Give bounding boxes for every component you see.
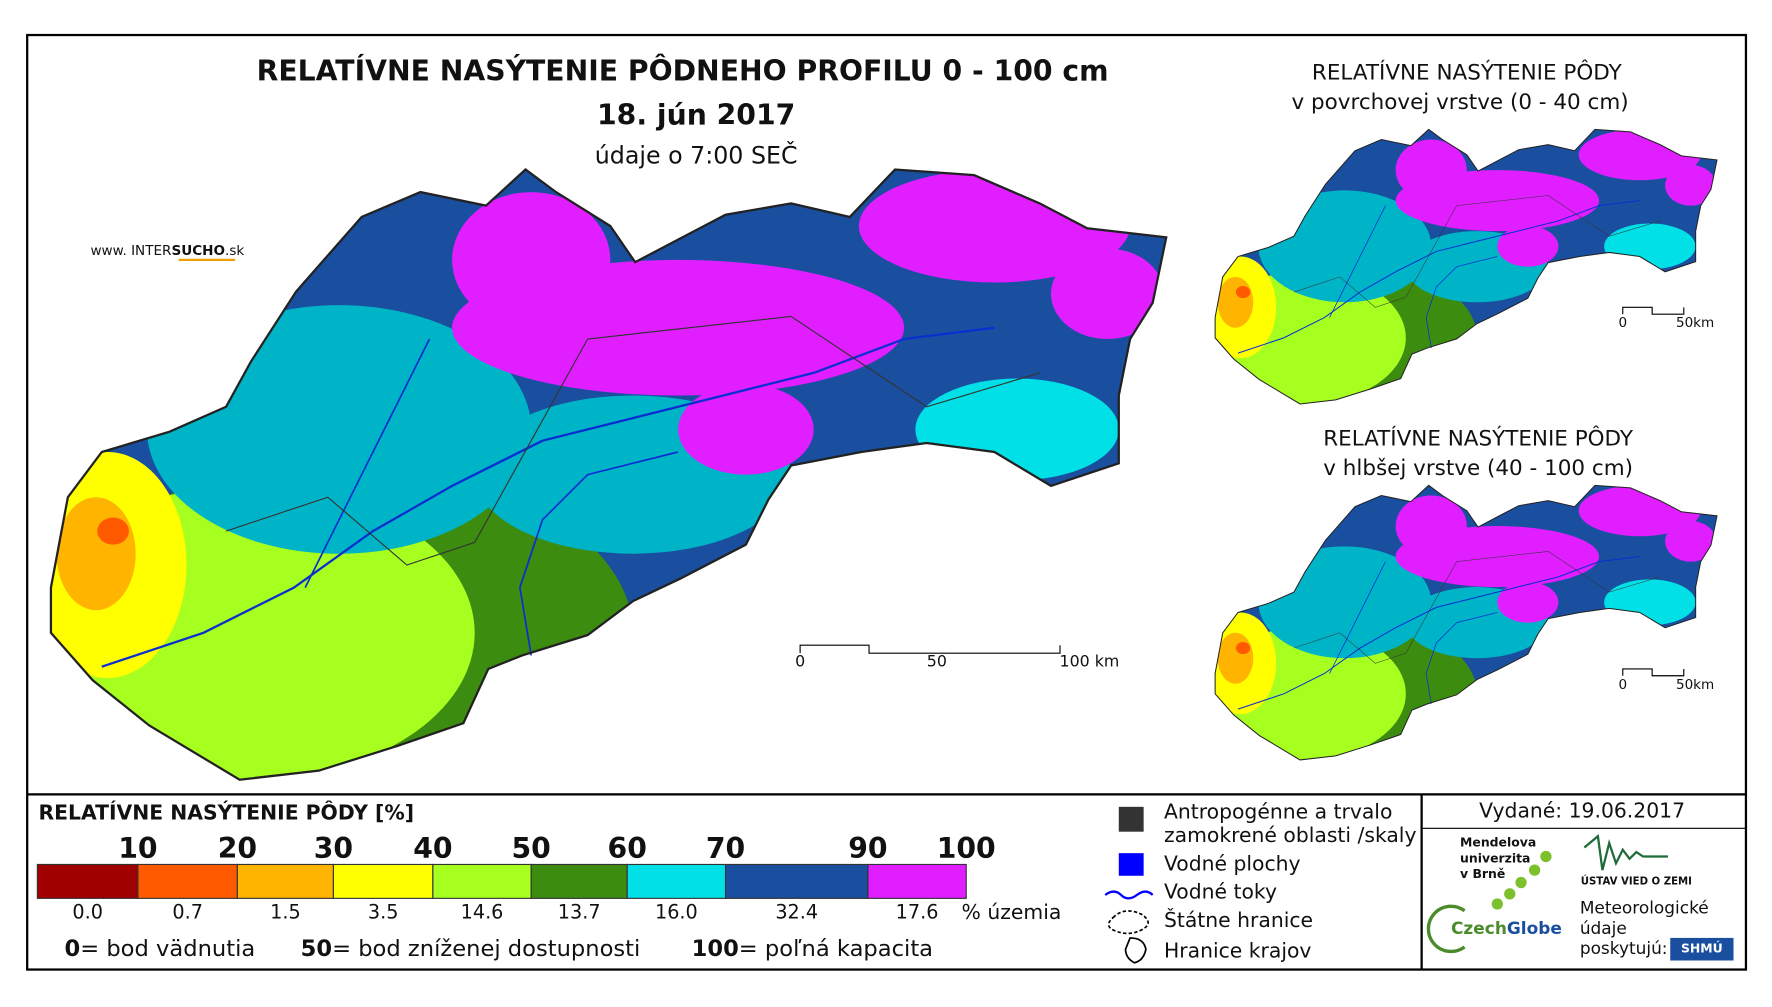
symbol-urban [1118,806,1144,832]
legend-notes: 0= bod vädnutia 50= bod zníženej dostupno… [64,936,933,962]
inset-title: RELATÍVNE NASÝTENIE PÔDY [1312,59,1623,85]
inset-title: v hlbšej vrstve (40 - 100 cm) [1323,456,1633,481]
legend-bound: 50 [512,832,551,865]
czechglobe: CzechGlobe [1451,918,1562,938]
symbol-label: Antropogénne a trvalo [1164,799,1392,823]
scale-label: 0 [1618,677,1627,693]
note: 100= poľná kapacita [692,936,933,962]
website: www. INTERSUCHO.sk [90,243,244,259]
note-key: 50 [301,936,332,962]
scale-bar [799,644,1061,654]
scale-label: 0 [1618,315,1627,331]
legend-bound: 20 [218,832,257,865]
scale-label: 50 [927,652,947,671]
legend-bound: 60 [608,832,647,865]
legend-share: 13.7 [558,901,601,924]
note: 50= bod zníženej dostupnosti [301,936,641,962]
note-text: = bod zníženej dostupnosti [332,936,640,962]
logo-seismo [1583,834,1668,871]
legend-swatch [867,863,967,899]
globe: Globe [1507,918,1562,938]
legend-share: 0.7 [172,901,203,924]
mendel: univerzita [1460,850,1530,865]
legend-swatch [236,863,334,899]
legend-bound: 100 [937,832,996,865]
legend-swatch [137,863,238,899]
website-part: .sk [225,243,244,259]
scale-label: 50km [1676,315,1714,331]
mendel: v Brně [1460,866,1505,881]
symbol-water [1118,853,1144,876]
note: 0= bod vädnutia [64,936,255,962]
symbol-label: zamokrené oblasti /skaly [1164,823,1417,847]
legend-share: 0.0 [72,901,103,924]
legend-swatch [36,863,139,899]
logo-arc [1426,904,1466,954]
scale-label: 0 [795,652,805,671]
legend-swatch [432,863,532,899]
legend-share: 1.5 [270,901,301,924]
symbol-label: Vodné toky [1164,880,1277,904]
website-part: www. INTER [90,243,172,259]
czech: Czech [1451,918,1507,938]
inset-title: RELATÍVNE NASÝTENIE PÔDY [1323,426,1634,452]
scale-bar [1622,306,1685,315]
note-text: = bod vädnutia [80,936,255,962]
legend-swatch [724,863,869,899]
symbol-border [1107,910,1149,935]
scale-label: 50km [1676,677,1714,693]
legend-swatch [530,863,628,899]
legend-swatch [332,863,434,899]
legend-bound: 30 [314,832,353,865]
legend-scale: 10 0.0 20 0.7 30 1.5 40 3.5 50 14.6 60 13.7 70 16.0 90… [36,832,996,924]
legend-share: 16.0 [655,901,698,924]
shmu-logo [1670,937,1734,961]
mendel: Mendelova [1460,834,1536,849]
time-note: údaje o 7:00 SEČ [595,142,798,170]
issued: Vydané: 19.06.2017 [1479,798,1685,822]
provider: Meteorologické [1580,898,1709,918]
scale-bar [1622,668,1685,677]
title: RELATÍVNE NASÝTENIE PÔDNEHO PROFILU 0 - … [257,53,1109,87]
ustav: ÚSTAV VIED O ZEMI [1581,874,1692,887]
legend-share: 14.6 [461,901,504,924]
legend-bound: 40 [413,832,452,865]
legend-share: 17.6 [896,901,939,924]
note-key: 0 [64,936,80,962]
share-unit: % územia [962,900,1062,924]
symbol-label: Vodné plochy [1164,851,1301,875]
legend-share: 3.5 [368,901,399,924]
inset-title: v povrchovej vrstve (0 - 40 cm) [1291,90,1628,115]
scale-label: 100 km [1060,652,1120,671]
shmu: SHMÚ [1681,941,1723,956]
legend-share: 32.4 [775,901,818,924]
note-key: 100 [692,936,739,962]
legend-bound: 70 [706,832,745,865]
date: 18. jún 2017 [597,98,795,131]
legend-swatch [626,863,727,899]
legend-bound: 90 [848,832,887,865]
legend-bound: 10 [118,832,157,865]
provider: údaje [1580,918,1627,938]
provider: poskytujú: [1580,938,1668,958]
symbol-label: Štátne hranice [1164,907,1313,932]
note-text: = poľná kapacita [739,936,933,962]
logo-dots [1491,850,1552,910]
symbol-river [1104,890,1154,900]
symbol-region [1124,937,1147,964]
symbol-label: Hranice krajov [1164,938,1311,962]
legend-title: RELATÍVNE NASÝTENIE PÔDY [%] [38,800,414,825]
website-brand: SUCHO [171,243,225,259]
